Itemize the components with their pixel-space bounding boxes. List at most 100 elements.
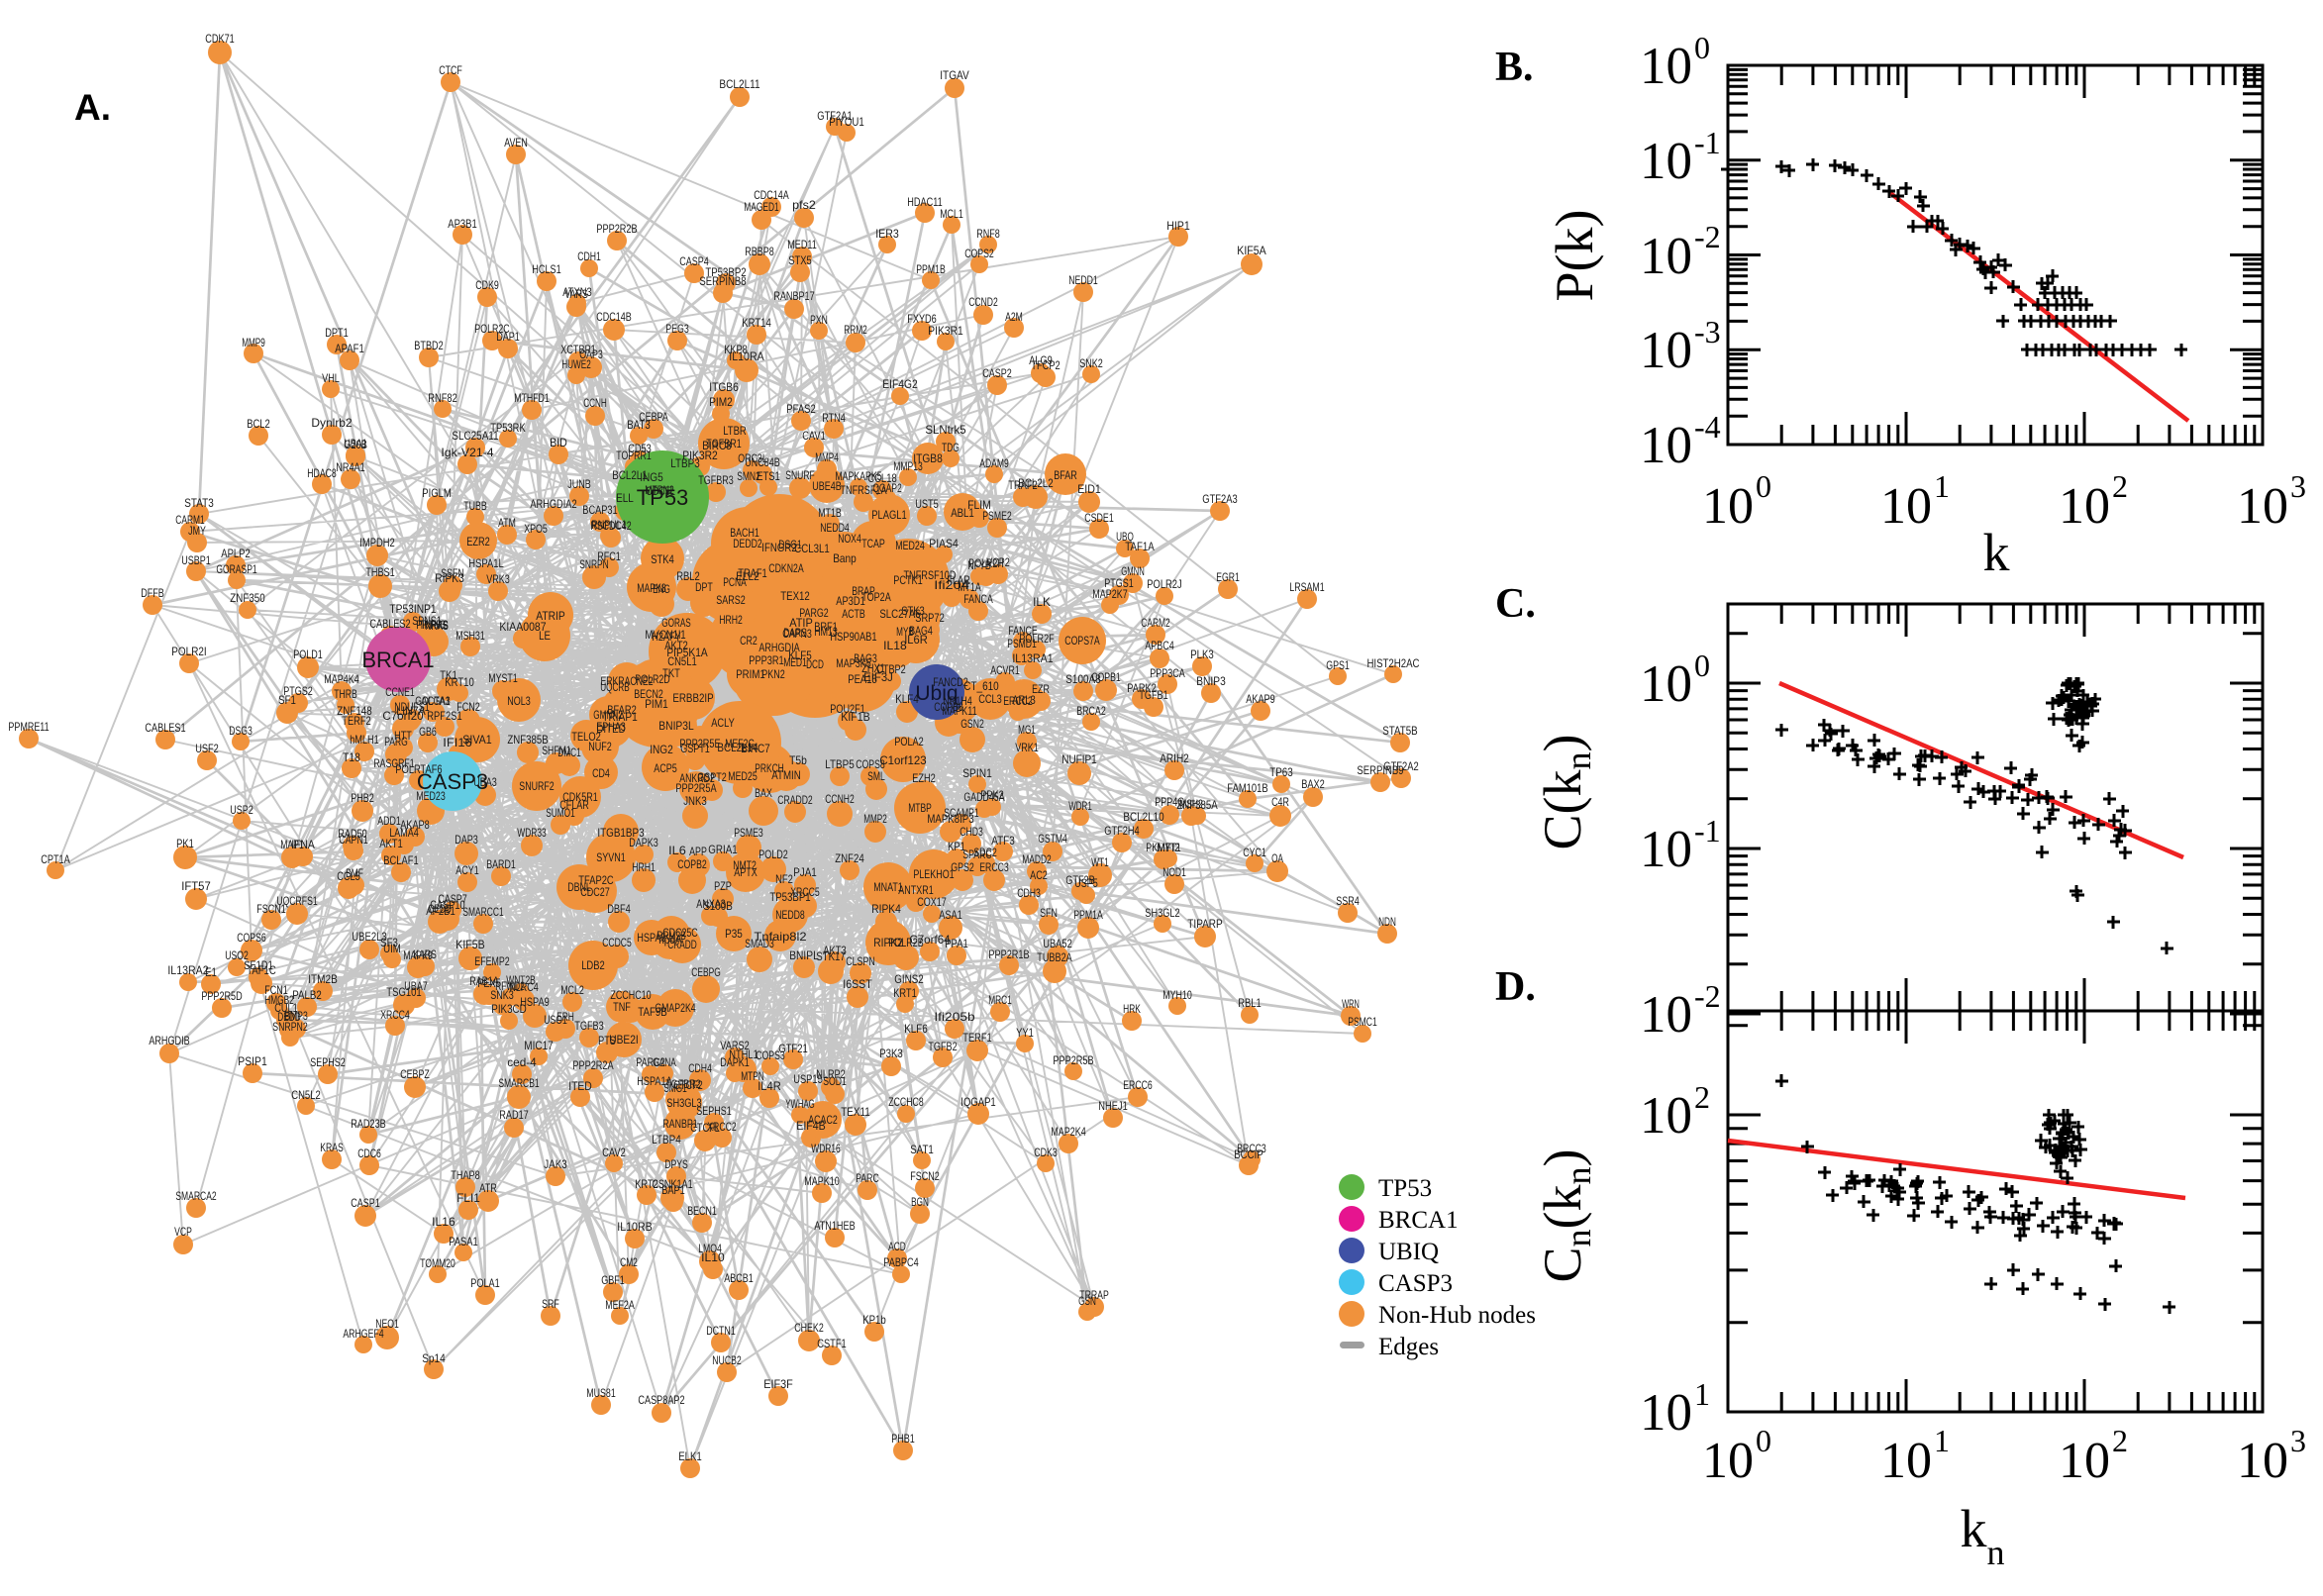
svg-text:BRCA1: BRCA1 bbox=[361, 648, 434, 672]
svg-text:TGFBR3: TGFBR3 bbox=[698, 473, 734, 487]
svg-text:10: 10 bbox=[1702, 1433, 1754, 1489]
svg-text:PIM1: PIM1 bbox=[645, 697, 668, 711]
svg-text:G20B: G20B bbox=[344, 438, 367, 451]
svg-text:MAPK8IP3: MAPK8IP3 bbox=[927, 812, 973, 826]
svg-text:VARS: VARS bbox=[564, 287, 588, 301]
svg-text:BGN: BGN bbox=[911, 1195, 929, 1209]
svg-text:COPS7A: COPS7A bbox=[1064, 634, 1099, 648]
svg-text:ORC3L: ORC3L bbox=[738, 451, 767, 465]
svg-text:POLR2D: POLR2D bbox=[635, 672, 670, 686]
svg-text:GSPT1: GSPT1 bbox=[680, 742, 710, 755]
svg-text:SYVN1: SYVN1 bbox=[596, 850, 626, 864]
svg-text:ZCCHC8: ZCCHC8 bbox=[888, 1095, 924, 1109]
svg-text:WT1: WT1 bbox=[1091, 855, 1109, 869]
svg-text:KKP8: KKP8 bbox=[724, 343, 748, 356]
svg-text:ERBB2IP: ERBB2IP bbox=[672, 691, 713, 705]
svg-text:ATM: ATM bbox=[498, 516, 516, 530]
svg-text:PPK2: PPK2 bbox=[980, 788, 1004, 802]
svg-text:ADD1: ADD1 bbox=[377, 814, 401, 828]
svg-text:KP1: KP1 bbox=[948, 840, 965, 853]
svg-text:TGFBR2: TGFBR2 bbox=[665, 1077, 701, 1091]
svg-text:TGFB2: TGFB2 bbox=[928, 1040, 958, 1053]
svg-text:PPP4C: PPP4C bbox=[1155, 795, 1184, 809]
svg-text:MRC1: MRC1 bbox=[988, 993, 1012, 1007]
svg-text:PSMC1: PSMC1 bbox=[1348, 1015, 1377, 1029]
svg-text:FANCE: FANCE bbox=[1008, 624, 1038, 638]
svg-text:FXYD6: FXYD6 bbox=[907, 312, 937, 326]
svg-text:ABL1: ABL1 bbox=[951, 506, 974, 520]
svg-text:PHB2: PHB2 bbox=[351, 791, 374, 805]
svg-text:PARC: PARC bbox=[856, 1171, 879, 1185]
svg-text:DSG1: DSG1 bbox=[778, 538, 802, 551]
svg-text:10: 10 bbox=[1640, 322, 1692, 379]
svg-text:ARL3: ARL3 bbox=[1012, 693, 1036, 707]
svg-text:ACTB: ACTB bbox=[842, 607, 865, 621]
svg-text:CD4: CD4 bbox=[592, 766, 610, 780]
svg-text:PASA1: PASA1 bbox=[449, 1235, 478, 1248]
svg-text:PTGS1: PTGS1 bbox=[1104, 576, 1134, 590]
svg-text:CEBPA: CEBPA bbox=[639, 410, 668, 424]
svg-text:COPB1: COPB1 bbox=[1091, 670, 1121, 684]
svg-text:BFAR2: BFAR2 bbox=[607, 703, 637, 717]
svg-text:TOMM20: TOMM20 bbox=[420, 1256, 455, 1270]
svg-text:CCL18: CCL18 bbox=[867, 471, 897, 485]
svg-text:UQCRFS1: UQCRFS1 bbox=[276, 894, 318, 908]
svg-text:PABPC4: PABPC4 bbox=[883, 1255, 919, 1269]
svg-text:ACAC2: ACAC2 bbox=[808, 1113, 838, 1127]
svg-text:DCD: DCD bbox=[806, 657, 824, 671]
svg-text:PPP3R1: PPP3R1 bbox=[749, 653, 784, 667]
svg-text:S100B: S100B bbox=[703, 899, 733, 913]
svg-text:10: 10 bbox=[1640, 417, 1692, 474]
svg-text:GMNN: GMNN bbox=[1121, 564, 1145, 578]
svg-text:Igk-V21-4: Igk-V21-4 bbox=[441, 446, 493, 459]
svg-text:AP2B1: AP2B1 bbox=[426, 904, 455, 918]
svg-text:FANCA: FANCA bbox=[963, 592, 993, 606]
svg-text:RBL1: RBL1 bbox=[1238, 996, 1262, 1010]
svg-text:CDC25C: CDC25C bbox=[662, 926, 698, 940]
svg-text:TRRAP: TRRAP bbox=[1079, 1288, 1109, 1302]
svg-text:TAF9B: TAF9B bbox=[638, 1005, 667, 1019]
svg-text:D.: D. bbox=[1495, 964, 1536, 1010]
svg-text:THAP8: THAP8 bbox=[451, 1168, 480, 1182]
svg-text:ERH: ERH bbox=[556, 1010, 574, 1024]
svg-text:CASP8AP2: CASP8AP2 bbox=[638, 1393, 684, 1407]
svg-text:CTCF2: CTCF2 bbox=[673, 1078, 703, 1092]
svg-text:CARM1: CARM1 bbox=[175, 513, 205, 527]
svg-text:C1orf123: C1orf123 bbox=[879, 753, 927, 767]
svg-text:ERCC6: ERCC6 bbox=[1123, 1078, 1153, 1092]
svg-text:GB6: GB6 bbox=[419, 725, 437, 739]
svg-text:MAPK11: MAPK11 bbox=[942, 704, 977, 718]
svg-text:POLRTAF6: POLRTAF6 bbox=[395, 762, 442, 776]
svg-text:IL10: IL10 bbox=[701, 1250, 725, 1264]
svg-text:TP53INP1: TP53INP1 bbox=[389, 602, 436, 616]
svg-text:NUFIP1: NUFIP1 bbox=[1061, 752, 1097, 766]
svg-text:ADAM9: ADAM9 bbox=[979, 456, 1009, 470]
svg-text:KRT10: KRT10 bbox=[445, 675, 474, 689]
svg-text:PPM1B: PPM1B bbox=[916, 262, 946, 276]
svg-text:UBA52: UBA52 bbox=[1043, 937, 1072, 950]
svg-text:NDN: NDN bbox=[1378, 915, 1396, 929]
svg-text:CDC6: CDC6 bbox=[357, 1147, 381, 1160]
svg-text:ATN1HEB: ATN1HEB bbox=[814, 1219, 855, 1233]
svg-text:AVEN: AVEN bbox=[504, 136, 528, 150]
svg-text:IL10RA: IL10RA bbox=[729, 349, 763, 363]
svg-text:MG1: MG1 bbox=[1018, 723, 1036, 737]
svg-text:MAPK8: MAPK8 bbox=[637, 581, 666, 595]
svg-text:DMC1: DMC1 bbox=[557, 746, 581, 759]
svg-text:NDUFS1: NDUFS1 bbox=[394, 700, 430, 714]
svg-text:APTX: APTX bbox=[734, 865, 758, 879]
svg-text:GTF2A3: GTF2A3 bbox=[1202, 492, 1238, 506]
svg-text:FAM101B: FAM101B bbox=[1227, 781, 1267, 795]
svg-text:IL13RA2: IL13RA2 bbox=[167, 963, 209, 977]
svg-text:ZNF148: ZNF148 bbox=[337, 704, 372, 718]
svg-text:BAP1: BAP1 bbox=[661, 1183, 685, 1197]
svg-text:ACTA1: ACTA1 bbox=[421, 694, 451, 708]
svg-text:DAPK3: DAPK3 bbox=[629, 836, 658, 849]
svg-text:UST5: UST5 bbox=[915, 497, 939, 511]
svg-text:CCL5: CCL5 bbox=[337, 869, 360, 883]
svg-text:HMGB2: HMGB2 bbox=[264, 993, 294, 1007]
svg-text:SE1D1: SE1D1 bbox=[244, 958, 273, 972]
svg-text:CAV2: CAV2 bbox=[602, 1146, 626, 1159]
svg-text:SEPHS2: SEPHS2 bbox=[310, 1055, 346, 1069]
svg-text:CT_610: CT_610 bbox=[963, 679, 999, 693]
